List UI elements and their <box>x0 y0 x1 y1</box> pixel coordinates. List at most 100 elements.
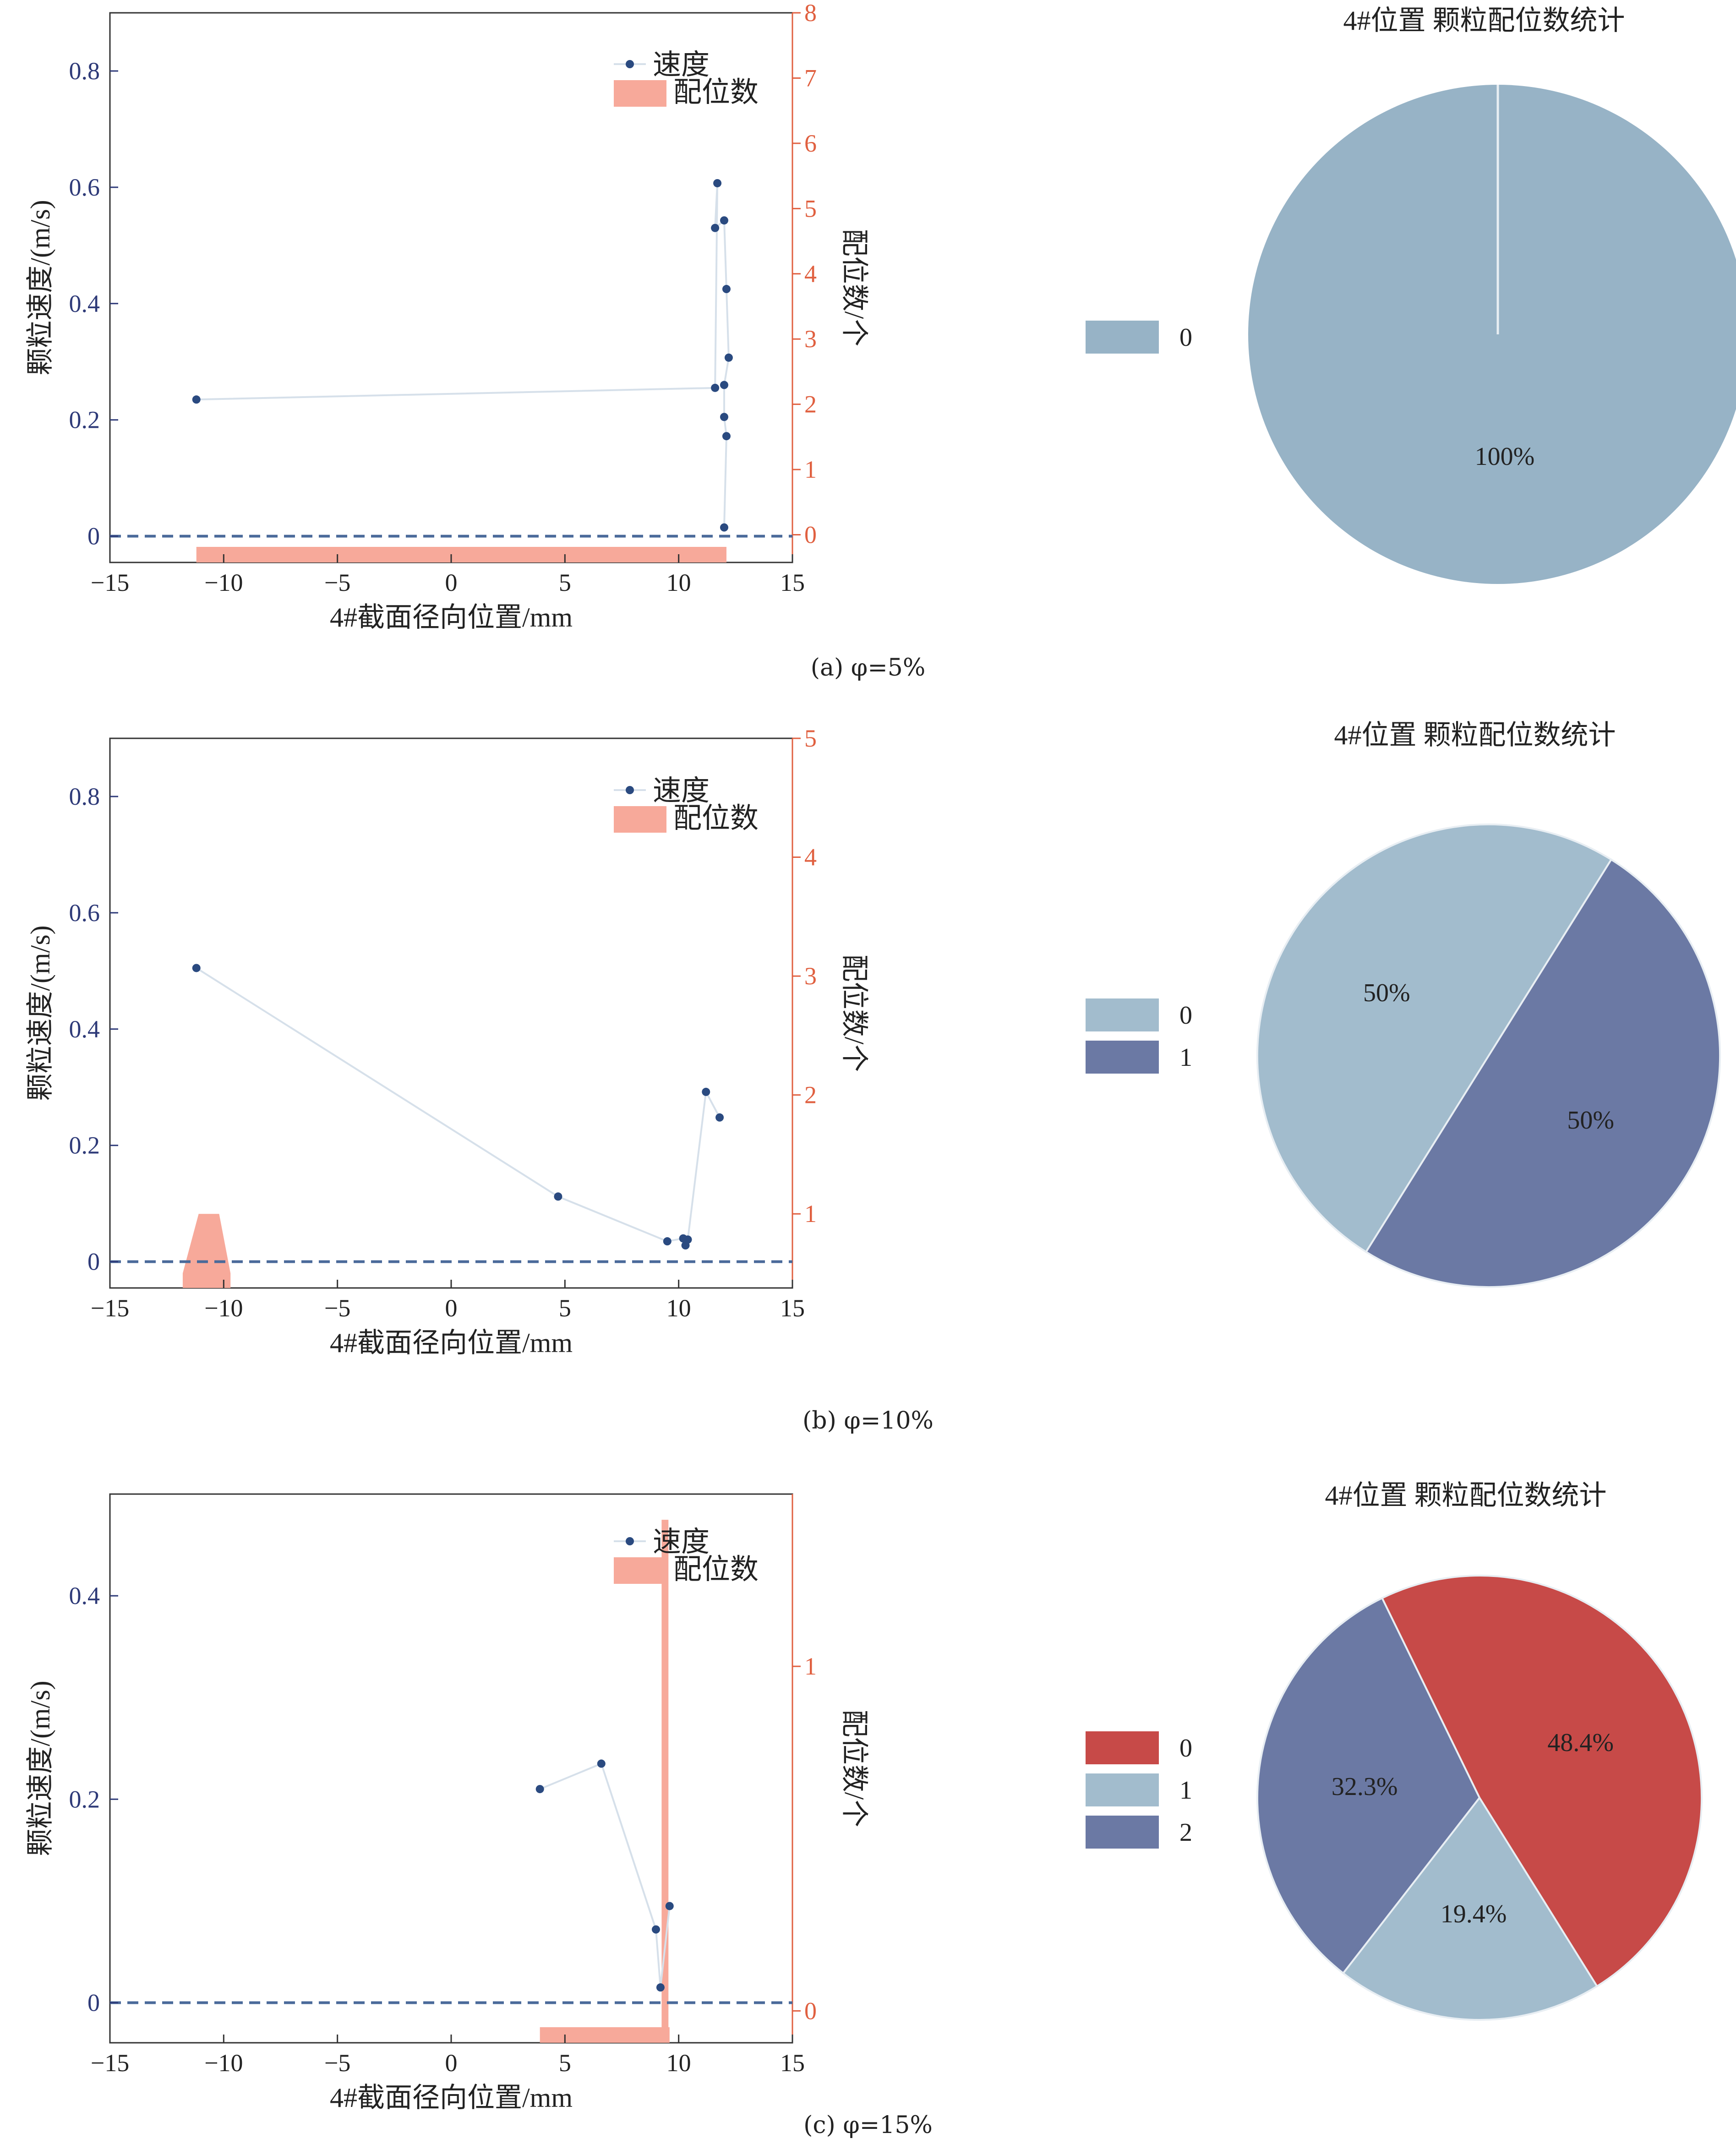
y-left-axis-label: 颗粒速度/(m/s) <box>25 200 55 375</box>
x-tick-label: 0 <box>445 1294 458 1322</box>
speed-line <box>539 1762 671 1988</box>
pie-legend-swatch <box>1086 1773 1159 1806</box>
legend-speed-label: 速度 <box>653 49 710 81</box>
pie-slice-label: 32.3% <box>1332 1773 1398 1801</box>
pie-legend-label: 1 <box>1179 1043 1192 1072</box>
pie-slice <box>1257 824 1611 1252</box>
legend-speed-marker <box>626 786 634 794</box>
legend-speed-label: 速度 <box>653 775 710 807</box>
y-right-tick-label: 8 <box>804 0 817 27</box>
y-right-tick-label: 5 <box>804 195 817 222</box>
y-left-tick-label: 0.6 <box>69 899 100 927</box>
x-tick-label: 15 <box>780 1294 805 1322</box>
caption-c: (c) φ=15% <box>803 2111 933 2139</box>
speed-point <box>720 413 728 421</box>
pie-legend-swatch <box>1086 1041 1159 1074</box>
y-right-tick-label: 2 <box>804 391 817 418</box>
speed-point <box>720 216 728 225</box>
speed-point <box>711 383 720 392</box>
speed-point <box>656 1983 665 1992</box>
speed-point <box>702 1087 710 1096</box>
pie-legend-label: 2 <box>1179 1818 1192 1847</box>
pie-slice <box>1366 860 1720 1287</box>
x-tick-label: 0 <box>445 2049 458 2077</box>
speed-line <box>196 183 730 528</box>
pie-slice <box>1248 85 1736 584</box>
speed-point <box>713 179 722 187</box>
y-right-tick-label: 3 <box>804 325 817 353</box>
pie-legend-swatch <box>1086 321 1159 354</box>
y-left-tick-label: 0.2 <box>69 406 100 434</box>
x-tick-label: 5 <box>559 569 571 596</box>
x-tick-label: −15 <box>91 1294 129 1322</box>
x-tick-label: −15 <box>91 569 129 596</box>
pie-title: 4#位置 颗粒配位数统计 <box>1343 5 1625 36</box>
coordination-area <box>661 1520 669 2028</box>
speed-point <box>715 1113 724 1122</box>
x-tick-label: −10 <box>204 1294 243 1322</box>
pie-title: 4#位置 颗粒配位数统计 <box>1325 1480 1607 1511</box>
y-left-tick-label: 0 <box>87 1989 100 2016</box>
speed-point <box>724 353 733 362</box>
x-tick-label: 10 <box>666 569 691 596</box>
caption-a: (a) φ=5% <box>810 654 926 682</box>
y-right-tick-label: 5 <box>804 725 817 752</box>
speed-point <box>665 1902 674 1910</box>
x-axis-label: 4#截面径向位置/mm <box>330 2083 573 2113</box>
x-tick-label: 10 <box>666 1294 691 1322</box>
pie-slice-label: 50% <box>1567 1106 1614 1135</box>
pie-slice <box>1381 1574 1703 1988</box>
legend-coordination-label: 配位数 <box>673 803 759 834</box>
speed-point <box>535 1785 544 1794</box>
caption-b: (b) φ=10% <box>802 1407 934 1435</box>
y-left-tick-label: 0.2 <box>69 1132 100 1159</box>
pie-slice-label: 50% <box>1363 979 1410 1007</box>
y-left-tick-label: 0.4 <box>69 1015 100 1043</box>
x-tick-label: 5 <box>559 2049 571 2077</box>
pie-legend-label: 0 <box>1179 323 1192 352</box>
y-right-tick-label: 0 <box>804 1997 817 2024</box>
pie-slice-label: 48.4% <box>1547 1729 1614 1757</box>
y-right-axis-label: 配位数/个 <box>839 229 869 347</box>
y-right-tick-label: 1 <box>804 456 817 483</box>
legend-speed-marker <box>626 60 634 68</box>
x-axis-label: 4#截面径向位置/mm <box>330 1328 573 1358</box>
y-right-tick-label: 7 <box>804 64 817 92</box>
y-left-tick-label: 0.8 <box>69 783 100 810</box>
pie-legend-swatch <box>1086 998 1159 1031</box>
legend-speed-marker <box>626 1537 634 1545</box>
speed-point <box>597 1759 606 1768</box>
speed-point <box>192 964 201 972</box>
legend-coordination-label: 配位数 <box>673 1554 759 1585</box>
x-axis-label: 4#截面径向位置/mm <box>330 602 573 633</box>
y-left-tick-label: 0.4 <box>69 290 100 317</box>
y-left-axis-label: 颗粒速度/(m/s) <box>25 1680 55 1856</box>
x-tick-label: −10 <box>204 569 243 596</box>
panel-c: −15 −10 −5 0 5 10 154#截面径向位置/mm00.20.4颗粒速度/(m/… <box>25 1480 1703 2113</box>
coordination-area-base <box>182 1273 231 1288</box>
y-left-tick-label: 0.6 <box>69 174 100 201</box>
x-tick-label: 15 <box>780 569 805 596</box>
legend-speed-label: 速度 <box>653 1527 710 1558</box>
speed-point <box>711 224 720 232</box>
speed-point <box>720 523 728 532</box>
speed-point <box>652 1925 660 1934</box>
y-left-tick-label: 0.8 <box>69 57 100 85</box>
coordination-area-base <box>540 2027 670 2043</box>
x-tick-label: 0 <box>445 569 458 596</box>
y-left-tick-label: 0.4 <box>69 1582 100 1609</box>
legend-coordination-swatch <box>614 806 666 833</box>
y-right-tick-label: 6 <box>804 130 817 157</box>
x-tick-label: 10 <box>666 2049 691 2077</box>
y-right-axis-label: 配位数/个 <box>839 955 869 1072</box>
x-tick-label: −5 <box>324 1294 350 1322</box>
coordination-area <box>182 1214 231 1273</box>
x-tick-label: 5 <box>559 1294 571 1322</box>
y-right-tick-label: 0 <box>804 521 817 549</box>
pie-slice-label: 19.4% <box>1441 1900 1507 1928</box>
speed-point <box>683 1235 692 1244</box>
legend-coordination-swatch <box>614 1557 666 1584</box>
speed-point <box>722 432 731 441</box>
